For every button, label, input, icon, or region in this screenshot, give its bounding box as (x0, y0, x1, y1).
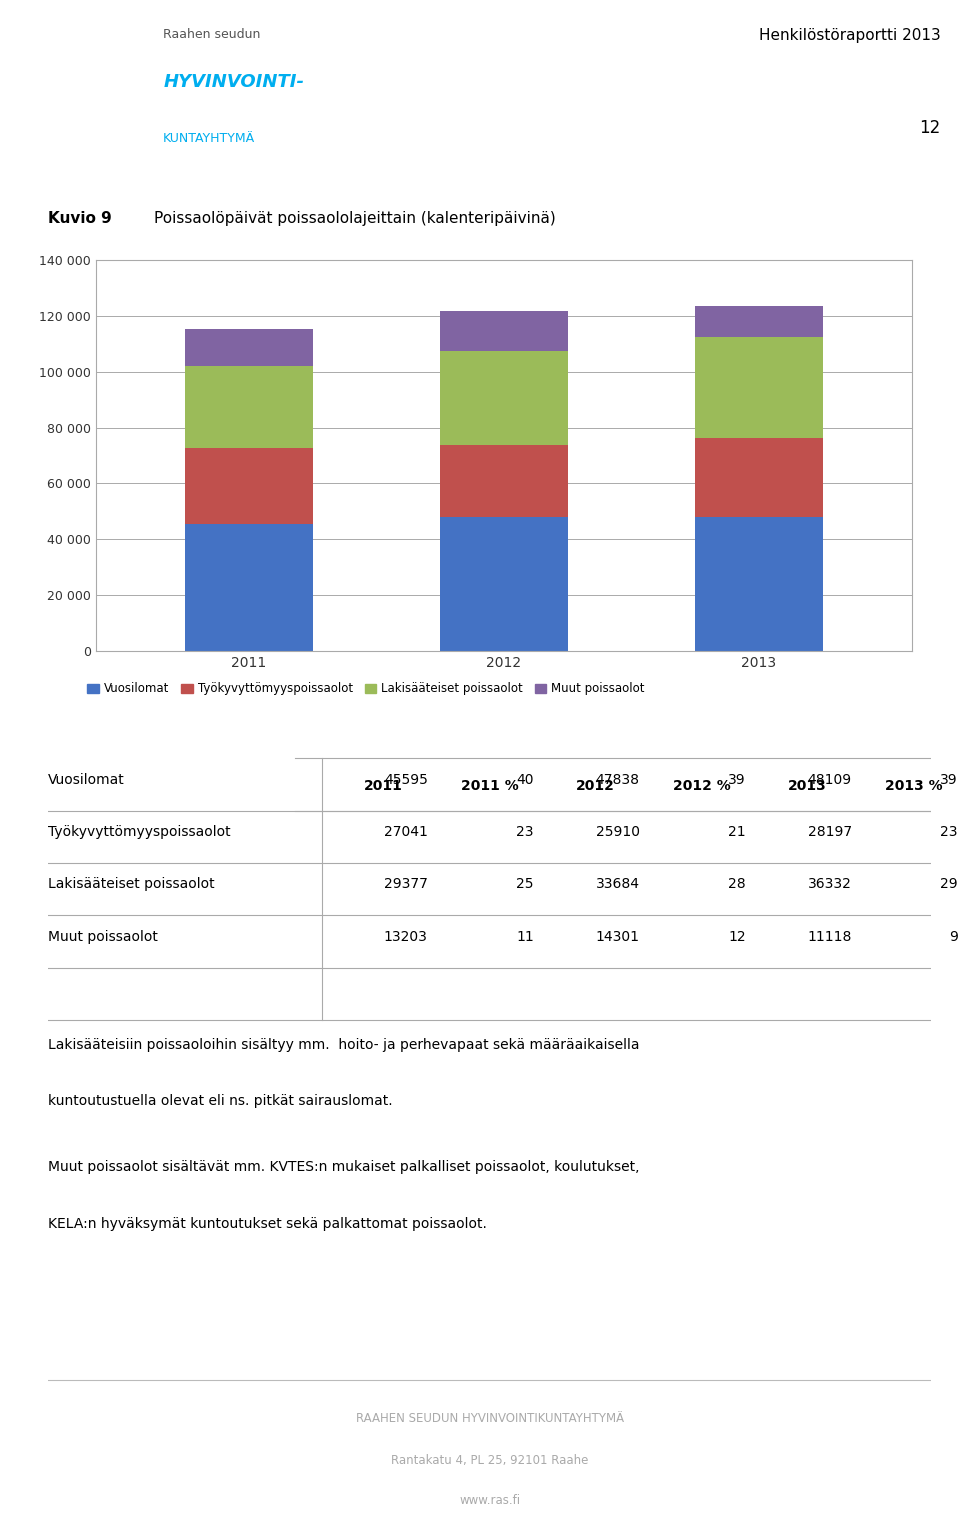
Text: Muut poissaolot sisältävät mm. KVTES:n mukaiset palkalliset poissaolot, koulutuk: Muut poissaolot sisältävät mm. KVTES:n m… (48, 1160, 639, 1174)
Text: Työkyvyttömyyspoissaolot: Työkyvyttömyyspoissaolot (48, 825, 230, 839)
Legend: Vuosilomat, Työkyvyttömyyspoissaolot, Lakisääteiset poissaolot, Muut poissaolot: Vuosilomat, Työkyvyttömyyspoissaolot, La… (83, 678, 649, 700)
Text: Rantakatu 4, PL 25, 92101 Raahe: Rantakatu 4, PL 25, 92101 Raahe (391, 1454, 588, 1467)
Bar (695, 438, 823, 516)
Text: 13203: 13203 (384, 929, 428, 943)
Text: 11118: 11118 (807, 929, 852, 943)
Text: Lakisääteisiin poissaoloihin sisältyy mm.  hoito- ja perhevapaat sekä määräaikai: Lakisääteisiin poissaoloihin sisältyy mm… (48, 1038, 639, 1052)
Text: 12: 12 (920, 119, 941, 138)
Text: 39: 39 (728, 773, 746, 787)
Bar (441, 446, 567, 517)
Text: 2012 %: 2012 % (673, 778, 731, 793)
Text: www.ras.fi: www.ras.fi (459, 1494, 520, 1507)
Bar (441, 351, 567, 446)
Text: HYVINVOINTI-: HYVINVOINTI- (163, 73, 304, 92)
Bar (695, 516, 823, 651)
Text: Lakisääteiset poissaolot: Lakisääteiset poissaolot (48, 877, 215, 891)
Text: 28197: 28197 (807, 825, 852, 839)
Bar (185, 524, 313, 651)
Text: 25: 25 (516, 877, 534, 891)
Bar (695, 306, 823, 337)
Text: Muut poissaolot: Muut poissaolot (48, 929, 157, 943)
Text: 2013: 2013 (788, 778, 827, 793)
Text: 25910: 25910 (596, 825, 639, 839)
Bar (185, 366, 313, 449)
Bar (185, 449, 313, 524)
Text: 2011 %: 2011 % (461, 778, 518, 793)
Text: RAAHEN SEUDUN HYVINVOINTIKUNTAYHTYMÄ: RAAHEN SEUDUN HYVINVOINTIKUNTAYHTYMÄ (355, 1412, 624, 1424)
Bar (441, 517, 567, 651)
Text: Vuosilomat: Vuosilomat (48, 773, 125, 787)
Text: KUNTAYHTYMÄ: KUNTAYHTYMÄ (163, 132, 255, 145)
Text: 2011: 2011 (364, 778, 403, 793)
Text: kuntoutustuella olevat eli ns. pitkät sairauslomat.: kuntoutustuella olevat eli ns. pitkät sa… (48, 1095, 393, 1108)
Text: 2013 %: 2013 % (885, 778, 943, 793)
Text: Poissaolöpäivät poissaololajeittain (kalenteripäivinä): Poissaolöpäivät poissaololajeittain (kal… (154, 211, 556, 225)
Text: Kuvio 9: Kuvio 9 (48, 211, 111, 225)
Text: 39: 39 (940, 773, 958, 787)
Text: 29377: 29377 (384, 877, 428, 891)
Text: 9: 9 (948, 929, 958, 943)
Text: 2012: 2012 (576, 778, 615, 793)
Bar (441, 311, 567, 351)
Text: KELA:n hyväksymät kuntoutukset sekä palkattomat poissaolot.: KELA:n hyväksymät kuntoutukset sekä palk… (48, 1217, 487, 1231)
Text: 29: 29 (940, 877, 958, 891)
Text: 23: 23 (516, 825, 534, 839)
Text: 28: 28 (728, 877, 746, 891)
Text: 21: 21 (728, 825, 746, 839)
Text: 40: 40 (516, 773, 534, 787)
Text: 33684: 33684 (596, 877, 639, 891)
Text: 48109: 48109 (807, 773, 852, 787)
Text: 23: 23 (940, 825, 958, 839)
Text: 12: 12 (728, 929, 746, 943)
Text: 36332: 36332 (807, 877, 852, 891)
Text: Henkilöstöraportti 2013: Henkilöstöraportti 2013 (759, 28, 941, 43)
Text: Raahen seudun: Raahen seudun (163, 28, 260, 40)
Text: 45595: 45595 (384, 773, 428, 787)
Bar (185, 329, 313, 366)
Text: 27041: 27041 (384, 825, 428, 839)
Text: 14301: 14301 (596, 929, 639, 943)
Text: 11: 11 (516, 929, 534, 943)
Text: 47838: 47838 (596, 773, 639, 787)
Bar (695, 337, 823, 438)
